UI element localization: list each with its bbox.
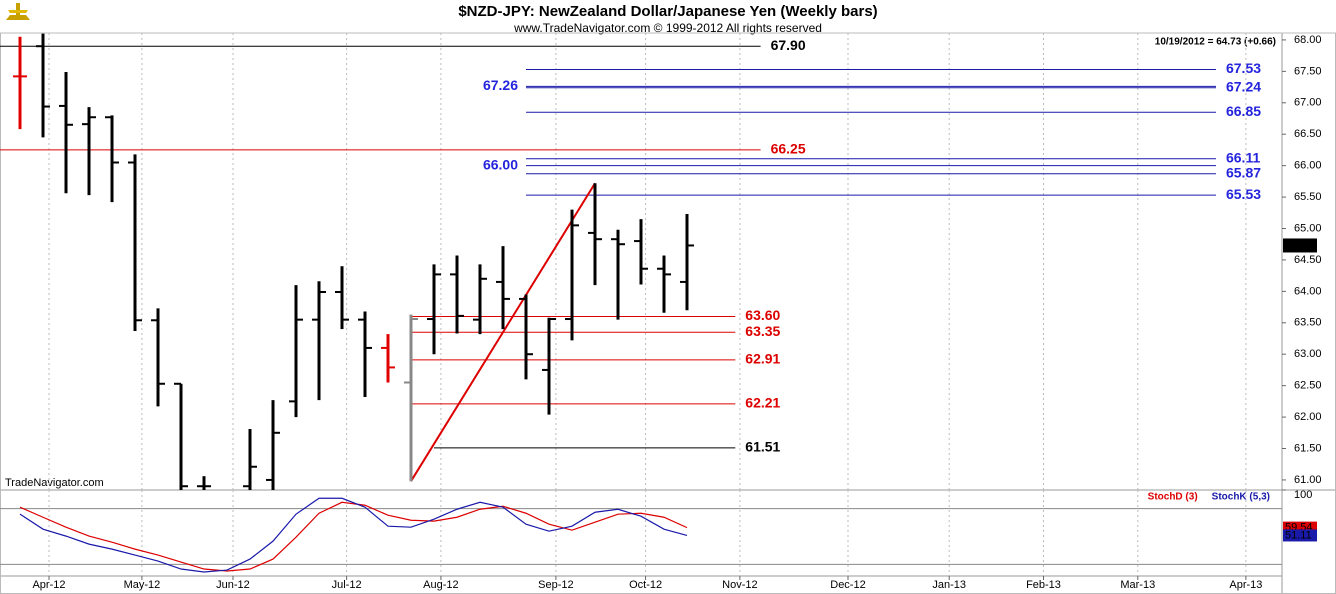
last-value-box	[1283, 529, 1317, 542]
level-label: 62.91	[745, 351, 780, 367]
level-label: 66.11	[1226, 149, 1260, 165]
last-value-label: 51.11	[1285, 529, 1312, 541]
trend-line	[410, 182, 596, 482]
y-tick-label: 65.50	[1294, 191, 1322, 203]
level-label: 66.00	[483, 156, 518, 172]
y-tick-label: 66.00	[1294, 160, 1322, 172]
y-tick-label: 64.50	[1294, 254, 1322, 266]
level-label: 62.21	[745, 395, 780, 411]
x-tick-label: Apr-13	[1229, 579, 1262, 591]
level-label: 67.53	[1226, 60, 1261, 76]
y-tick-label: 65.00	[1294, 222, 1322, 234]
price-panel	[0, 33, 1247, 490]
y-tick-label: 100	[1294, 489, 1312, 501]
y-tick-label: 66.50	[1294, 128, 1322, 140]
chart-title: $NZD-JPY: NewZealand Dollar/Japanese Yen…	[458, 3, 877, 20]
y-tick-label: 62.50	[1294, 380, 1322, 392]
last-price-note: 10/19/2012 = 64.73 (+0.66)	[1155, 37, 1276, 48]
x-tick-label: Jan-13	[932, 579, 966, 591]
stoch-line	[19, 501, 688, 572]
watermark: TradeNavigator.com	[5, 477, 104, 489]
x-tick-label: Mar-13	[1120, 579, 1155, 591]
last-price-label: 64.73	[1285, 239, 1313, 251]
stoch-panel	[0, 490, 1282, 576]
level-label: 67.26	[483, 77, 518, 93]
logo	[6, 3, 30, 20]
level-label: 66.85	[1226, 103, 1261, 119]
y-tick-label: 62.00	[1294, 411, 1322, 423]
x-tick-label: Nov-12	[722, 579, 757, 591]
level-label: 65.53	[1226, 186, 1261, 202]
x-tick-label: Jul-12	[332, 579, 362, 591]
level-label: 63.35	[745, 323, 780, 339]
legend-entry: StochD (3)	[1148, 492, 1198, 503]
y-tick-label: 63.50	[1294, 317, 1322, 329]
x-tick-label: Feb-13	[1026, 579, 1061, 591]
y-tick-label: 68.00	[1294, 34, 1322, 46]
level-label: 63.60	[745, 307, 780, 323]
level-label: 67.90	[771, 37, 806, 53]
y-tick-label: 61.50	[1294, 442, 1322, 454]
x-tick-label: Jun-12	[216, 579, 250, 591]
x-tick-label: Dec-12	[830, 579, 865, 591]
level-label: 67.24	[1226, 78, 1261, 94]
y-tick-label: 63.00	[1294, 348, 1322, 360]
x-tick-label: Sep-12	[538, 579, 573, 591]
legend-entry: StochK (5,3)	[1212, 492, 1270, 503]
x-tick-label: Aug-12	[423, 579, 458, 591]
last-price-box	[1283, 238, 1317, 253]
x-tick-label: Oct-12	[629, 579, 662, 591]
x-tick-label: Apr-12	[32, 579, 65, 591]
y-tick-label: 67.00	[1294, 97, 1322, 109]
x-tick-label: May-12	[124, 579, 161, 591]
y-tick-label: 61.00	[1294, 474, 1322, 486]
level-label: 65.87	[1226, 165, 1261, 181]
level-label: 66.25	[771, 141, 806, 157]
y-tick-label: 67.50	[1294, 65, 1322, 77]
y-tick-label: 64.00	[1294, 285, 1322, 297]
chart-subtitle: www.TradeNavigator.com © 1999-2012 All r…	[513, 21, 822, 35]
level-label: 61.51	[745, 439, 780, 455]
stoch-line	[19, 497, 688, 573]
